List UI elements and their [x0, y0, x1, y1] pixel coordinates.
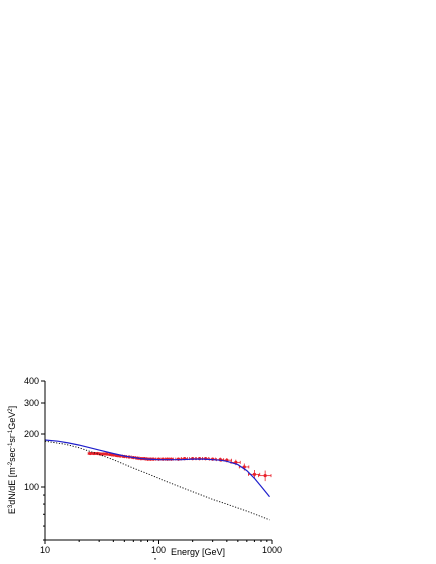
footnote-mark: "	[154, 558, 157, 564]
y-axis-title: E3dN/dE [m-2sec-1sr-1GeV2]	[7, 406, 17, 514]
x-tick-label: 100	[151, 545, 166, 555]
data-point	[91, 451, 97, 456]
y-tick-label: 300	[24, 398, 39, 408]
solid-model-curve	[44, 439, 270, 498]
series-layer	[44, 439, 272, 521]
data-point	[258, 470, 272, 482]
y-tick-label: 100	[24, 482, 39, 492]
y-tick-label: 400	[24, 376, 39, 386]
x-axis-title: Energy [GeV]	[171, 547, 225, 557]
x-tick-label: 10	[40, 545, 50, 555]
dotted-model-curve	[44, 440, 270, 521]
y-tick-label: 200	[24, 429, 39, 439]
ticks: 100 200 300 400 10 100 1000	[24, 376, 282, 555]
x-tick-label: 1000	[262, 545, 282, 555]
